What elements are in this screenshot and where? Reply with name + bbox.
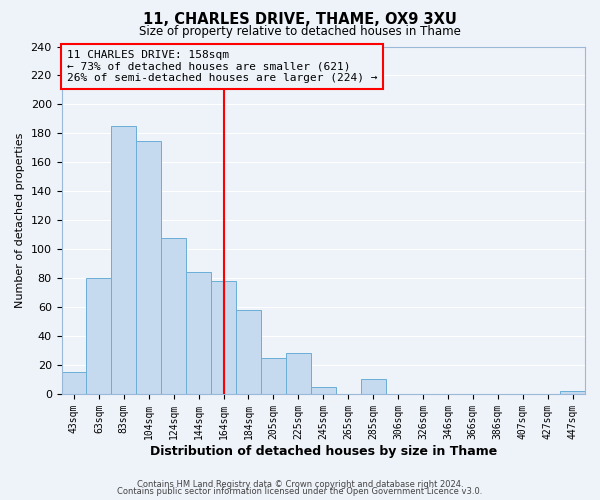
Bar <box>311 386 336 394</box>
Bar <box>261 358 286 394</box>
Bar <box>286 354 311 394</box>
Bar <box>211 281 236 394</box>
Bar <box>86 278 112 394</box>
Y-axis label: Number of detached properties: Number of detached properties <box>15 132 25 308</box>
Bar <box>361 380 386 394</box>
Text: 11, CHARLES DRIVE, THAME, OX9 3XU: 11, CHARLES DRIVE, THAME, OX9 3XU <box>143 12 457 28</box>
X-axis label: Distribution of detached houses by size in Thame: Distribution of detached houses by size … <box>149 444 497 458</box>
Text: 11 CHARLES DRIVE: 158sqm
← 73% of detached houses are smaller (621)
26% of semi-: 11 CHARLES DRIVE: 158sqm ← 73% of detach… <box>67 50 377 83</box>
Bar <box>136 140 161 394</box>
Text: Contains HM Land Registry data © Crown copyright and database right 2024.: Contains HM Land Registry data © Crown c… <box>137 480 463 489</box>
Text: Size of property relative to detached houses in Thame: Size of property relative to detached ho… <box>139 25 461 38</box>
Bar <box>112 126 136 394</box>
Bar <box>236 310 261 394</box>
Bar <box>186 272 211 394</box>
Bar <box>161 238 186 394</box>
Text: Contains public sector information licensed under the Open Government Licence v3: Contains public sector information licen… <box>118 487 482 496</box>
Bar <box>560 391 585 394</box>
Bar <box>62 372 86 394</box>
